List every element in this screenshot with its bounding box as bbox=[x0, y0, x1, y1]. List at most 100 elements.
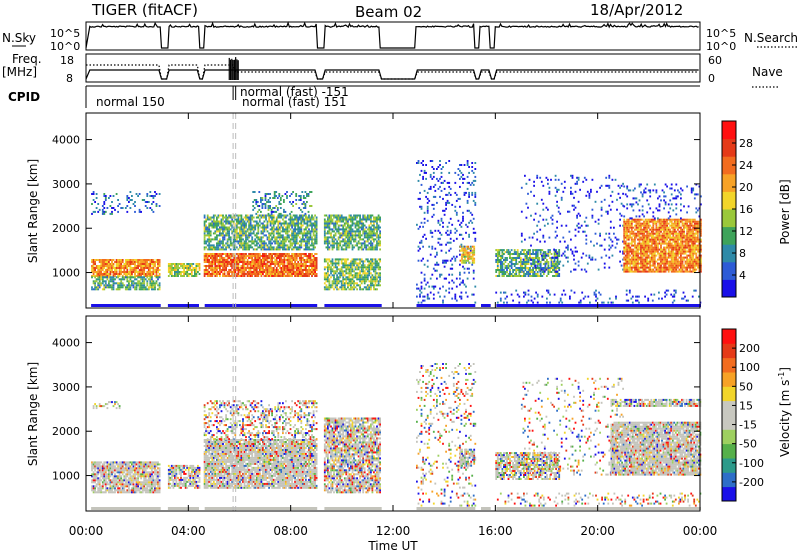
heatmap-cell bbox=[143, 259, 146, 261]
heatmap-cell bbox=[265, 269, 267, 271]
heatmap-cell bbox=[455, 255, 458, 258]
heatmap-cell bbox=[556, 188, 558, 191]
heatmap-cell bbox=[366, 274, 369, 277]
heatmap-cell bbox=[277, 248, 280, 251]
heatmap-cell bbox=[314, 259, 316, 261]
heatmap-cell bbox=[556, 263, 559, 265]
heatmap-cell bbox=[298, 216, 301, 219]
heatmap-cell bbox=[419, 173, 421, 176]
heatmap-cell bbox=[305, 263, 307, 265]
heatmap-cell bbox=[351, 270, 354, 273]
heatmap-cell bbox=[112, 286, 115, 289]
heatmap-cell bbox=[312, 234, 315, 237]
heatmap-cell bbox=[518, 301, 521, 304]
heatmap-cell bbox=[496, 257, 499, 259]
heatmap-cell bbox=[333, 274, 335, 277]
heatmap-cell bbox=[693, 289, 696, 292]
heatmap-cell bbox=[152, 288, 155, 291]
heatmap-cell bbox=[263, 265, 266, 267]
heatmap-cell bbox=[114, 271, 116, 273]
heatmap-cell bbox=[232, 259, 235, 261]
heatmap-cell bbox=[434, 263, 437, 266]
heatmap-cell bbox=[297, 222, 300, 225]
heatmap-cell bbox=[454, 191, 457, 194]
heatmap-cell bbox=[558, 249, 561, 252]
heatmap-cell bbox=[626, 250, 629, 253]
heatmap-cell bbox=[510, 249, 513, 252]
heatmap-cell bbox=[623, 222, 626, 225]
heatmap-cell bbox=[155, 280, 158, 283]
heatmap-cell bbox=[333, 234, 335, 237]
heatmap-cell bbox=[362, 222, 365, 225]
heatmap-cell bbox=[157, 276, 159, 279]
heatmap-cell bbox=[285, 253, 287, 255]
heatmap-cell bbox=[295, 199, 298, 201]
heatmap-cell bbox=[653, 293, 656, 296]
heatmap-cell bbox=[635, 295, 637, 298]
heatmap-cell bbox=[568, 210, 571, 213]
heatmap-cell bbox=[539, 240, 542, 243]
heatmap-cell bbox=[371, 278, 374, 281]
heatmap-cell bbox=[146, 259, 149, 261]
heatmap-cell bbox=[522, 258, 525, 261]
heatmap-cell bbox=[426, 191, 429, 194]
heatmap-cell bbox=[685, 299, 688, 302]
heatmap-cell bbox=[220, 253, 223, 255]
heatmap-cell bbox=[92, 191, 95, 193]
heatmap-cell bbox=[226, 242, 229, 245]
heatmap-cell bbox=[112, 282, 115, 285]
heatmap-cell bbox=[254, 224, 257, 227]
heatmap-cell bbox=[323, 240, 326, 243]
heatmap-cell bbox=[308, 257, 310, 259]
heatmap-cell bbox=[226, 234, 229, 237]
heatmap-cell bbox=[425, 237, 427, 240]
heatmap-cell bbox=[376, 228, 378, 231]
heatmap-cell bbox=[594, 220, 597, 223]
heatmap-cell bbox=[464, 249, 466, 252]
heatmap-cell bbox=[206, 214, 209, 217]
heatmap-cell bbox=[277, 255, 280, 257]
heatmap-cell bbox=[623, 230, 626, 233]
heatmap-cell bbox=[212, 232, 215, 235]
heatmap-cell bbox=[240, 244, 243, 247]
heatmap-cell bbox=[228, 275, 230, 277]
heatmap-cell bbox=[462, 255, 465, 258]
heatmap-cell bbox=[206, 234, 209, 237]
heatmap-cell bbox=[106, 278, 109, 281]
heatmap-cell bbox=[374, 274, 377, 277]
heatmap-cell bbox=[513, 257, 516, 259]
heatmap-cell bbox=[496, 255, 499, 257]
heatmap-cell bbox=[377, 282, 380, 285]
heatmap-cell bbox=[314, 224, 316, 227]
heatmap-cell bbox=[599, 244, 601, 247]
heatmap-cell bbox=[426, 211, 429, 214]
heatmap-cell bbox=[377, 272, 380, 275]
heatmap-cell bbox=[347, 272, 349, 275]
heatmap-cell bbox=[498, 249, 501, 252]
heatmap-cell bbox=[429, 160, 432, 162]
heatmap-cell bbox=[504, 261, 507, 263]
heatmap-cell bbox=[674, 289, 677, 292]
heatmap-cell bbox=[115, 263, 118, 265]
heatmap-cell bbox=[354, 276, 357, 279]
heatmap-cell bbox=[422, 160, 424, 162]
heatmap-cell bbox=[222, 248, 224, 251]
heatmap-cell bbox=[245, 244, 247, 247]
heatmap-cell bbox=[249, 255, 252, 257]
heatmap-cell bbox=[206, 228, 209, 231]
heatmap-cell bbox=[541, 271, 544, 273]
heatmap-cell bbox=[211, 271, 214, 273]
heatmap-cell bbox=[269, 193, 271, 195]
heatmap-cell bbox=[167, 267, 170, 269]
heatmap-cell bbox=[216, 261, 218, 263]
heatmap-cell bbox=[260, 259, 263, 261]
heatmap-cell bbox=[155, 273, 158, 275]
heatmap-cell bbox=[328, 266, 331, 269]
heatmap-cell bbox=[370, 222, 372, 225]
heatmap-cell bbox=[308, 238, 310, 241]
heatmap-cell bbox=[251, 232, 254, 235]
heatmap-cell bbox=[469, 249, 472, 252]
heatmap-cell bbox=[269, 205, 271, 207]
heatmap-cell bbox=[504, 273, 507, 275]
heatmap-cell bbox=[574, 190, 577, 193]
